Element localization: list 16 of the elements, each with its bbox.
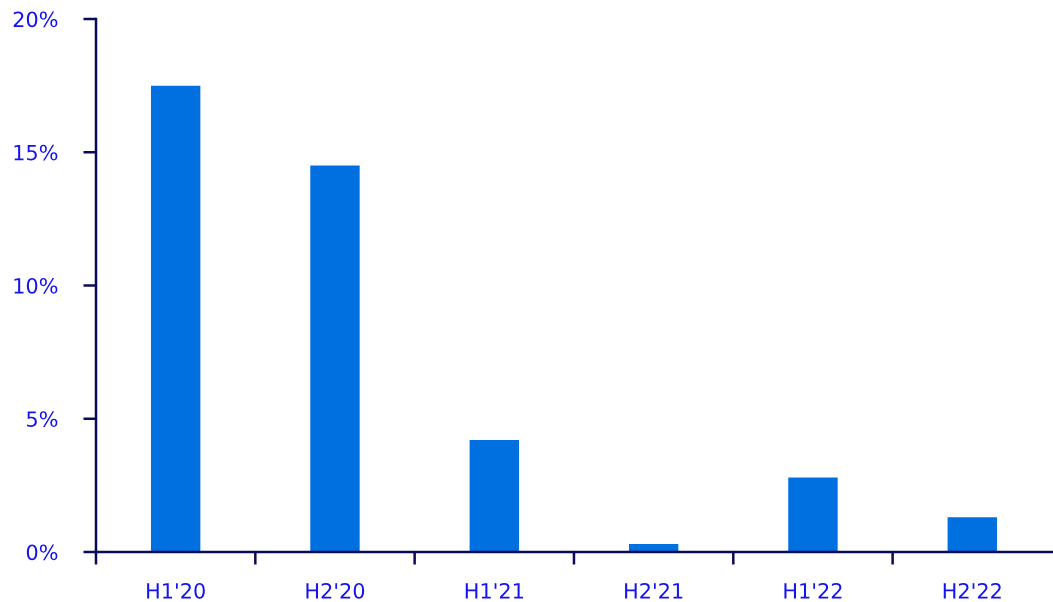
y-tick-label: 15% (14, 144, 58, 161)
x-tick-label: H2'21 (625, 582, 683, 599)
x-tick-label: H1'21 (465, 582, 523, 599)
x-tick-label: H1'22 (784, 582, 842, 599)
y-tick-label: 5% (27, 411, 58, 427)
bar (469, 440, 520, 552)
bar (150, 85, 201, 552)
x-tick-label: H1'20 (147, 582, 205, 599)
y-tick-label: 20% (13, 11, 58, 28)
bar (788, 477, 838, 552)
y-tick-label: 0% (26, 544, 58, 561)
y-tick-label: 10% (14, 277, 58, 294)
bar (310, 165, 360, 552)
x-tick-label: H2'20 (306, 582, 365, 599)
bar (947, 517, 997, 552)
x-tick-label: H2'22 (943, 582, 1001, 599)
